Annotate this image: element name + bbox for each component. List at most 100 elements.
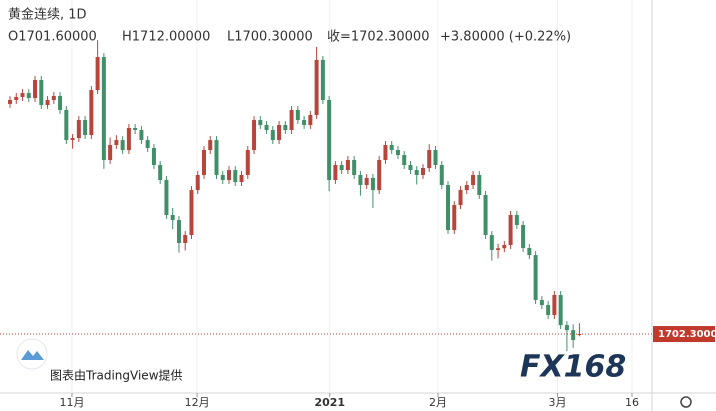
candle-body — [408, 165, 413, 171]
candle-body — [339, 165, 344, 171]
candle-body — [320, 59, 325, 101]
candle-body — [483, 194, 488, 236]
candle-body — [195, 174, 200, 191]
candle-body — [277, 124, 282, 141]
candle-body — [496, 248, 501, 251]
candle-body — [489, 235, 494, 251]
candle-body — [214, 140, 219, 175]
candle-body — [158, 165, 163, 180]
close-value: 收=1702.30000 — [327, 30, 429, 45]
candle-body — [151, 148, 156, 166]
candle-body — [302, 120, 307, 125]
candle-body — [283, 124, 288, 130]
candle-body — [508, 215, 513, 245]
candle-body — [45, 100, 50, 106]
candle-body — [83, 120, 88, 136]
candle-body — [308, 115, 313, 125]
open-value: O1701.60000 — [8, 30, 97, 45]
candle-body — [358, 174, 363, 186]
candle-body — [270, 129, 275, 141]
x-tick-label: 2021 — [314, 396, 345, 409]
candle-body — [239, 174, 244, 183]
candle-body — [458, 190, 463, 206]
candle-body — [295, 109, 300, 121]
candle-body — [145, 140, 150, 149]
candle-body — [101, 57, 106, 160]
candle-body — [389, 144, 394, 151]
candle-body — [452, 205, 457, 231]
candle-body — [164, 179, 169, 216]
candle-body — [170, 215, 175, 221]
candle-body — [471, 174, 476, 186]
candle-body — [70, 138, 75, 141]
gear-icon — [680, 396, 692, 408]
x-tick-label: 16 — [625, 396, 639, 409]
candle-body — [402, 155, 407, 166]
candle-body — [521, 224, 526, 249]
high-value: H1712.00000 — [122, 30, 210, 45]
logo-icon — [21, 350, 44, 360]
candle-body — [208, 140, 213, 151]
candle-body — [289, 109, 294, 130]
candle-body — [439, 165, 444, 186]
candle-body — [564, 325, 569, 331]
watermark: 图表由TradingView提供 — [50, 368, 183, 383]
candle-body — [95, 57, 100, 91]
tradingview-logo[interactable] — [16, 338, 48, 370]
plot-area — [0, 0, 652, 393]
candle-body — [377, 159, 382, 191]
candle-body — [233, 170, 238, 183]
candle-body — [252, 120, 257, 151]
x-tick-label: 2月 — [429, 396, 447, 409]
last-price-box — [653, 326, 715, 343]
candle-body — [258, 120, 263, 125]
candle-body — [514, 215, 519, 225]
candle-body — [133, 127, 138, 130]
candle-body — [39, 79, 44, 106]
candle-body — [76, 120, 81, 139]
candle-body — [446, 185, 451, 231]
candle-body — [183, 235, 188, 243]
candle-body — [383, 144, 388, 160]
candle-body — [345, 159, 350, 171]
change-value: +3.80000 (+0.22%) — [440, 30, 571, 45]
x-tick-label: 3月 — [549, 396, 567, 409]
candle-body — [352, 159, 357, 175]
candle-body — [114, 140, 119, 145]
candle-body — [539, 300, 544, 306]
candle-body — [8, 100, 13, 104]
candle-body — [477, 174, 482, 195]
low-value: L1700.30000 — [227, 30, 313, 45]
candle-body — [414, 170, 419, 175]
symbol[interactable]: 黄金连续, 1D — [8, 7, 87, 23]
candle-body — [395, 150, 400, 156]
candle-body — [14, 96, 19, 101]
candle-body — [139, 129, 144, 141]
candle-body — [51, 95, 56, 101]
logo-circle — [16, 338, 48, 370]
candle-body — [533, 255, 538, 301]
candle-body — [546, 305, 551, 316]
fx168-logo: FX168 — [520, 350, 626, 385]
candle-body — [558, 295, 563, 326]
candle-body — [89, 90, 94, 136]
candle-body — [314, 59, 319, 116]
candle-body — [552, 295, 557, 316]
candle-body — [176, 220, 181, 243]
candle-body — [420, 168, 425, 175]
x-tick-label: 11月 — [59, 396, 84, 409]
candle-body — [227, 170, 232, 180]
candle-body — [527, 248, 532, 256]
candle-body — [333, 165, 338, 180]
candle-body — [364, 177, 369, 186]
candle-body — [245, 150, 250, 175]
x-tick-label: 12月 — [185, 396, 210, 409]
last-price-label: 1702.30000 — [658, 329, 716, 340]
candle-body — [20, 93, 25, 97]
candle-body — [427, 150, 432, 169]
settings-button[interactable] — [680, 396, 692, 408]
candle-body — [464, 185, 469, 191]
